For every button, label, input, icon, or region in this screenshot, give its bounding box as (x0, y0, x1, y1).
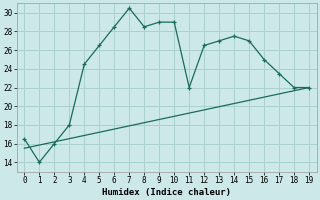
X-axis label: Humidex (Indice chaleur): Humidex (Indice chaleur) (102, 188, 231, 197)
